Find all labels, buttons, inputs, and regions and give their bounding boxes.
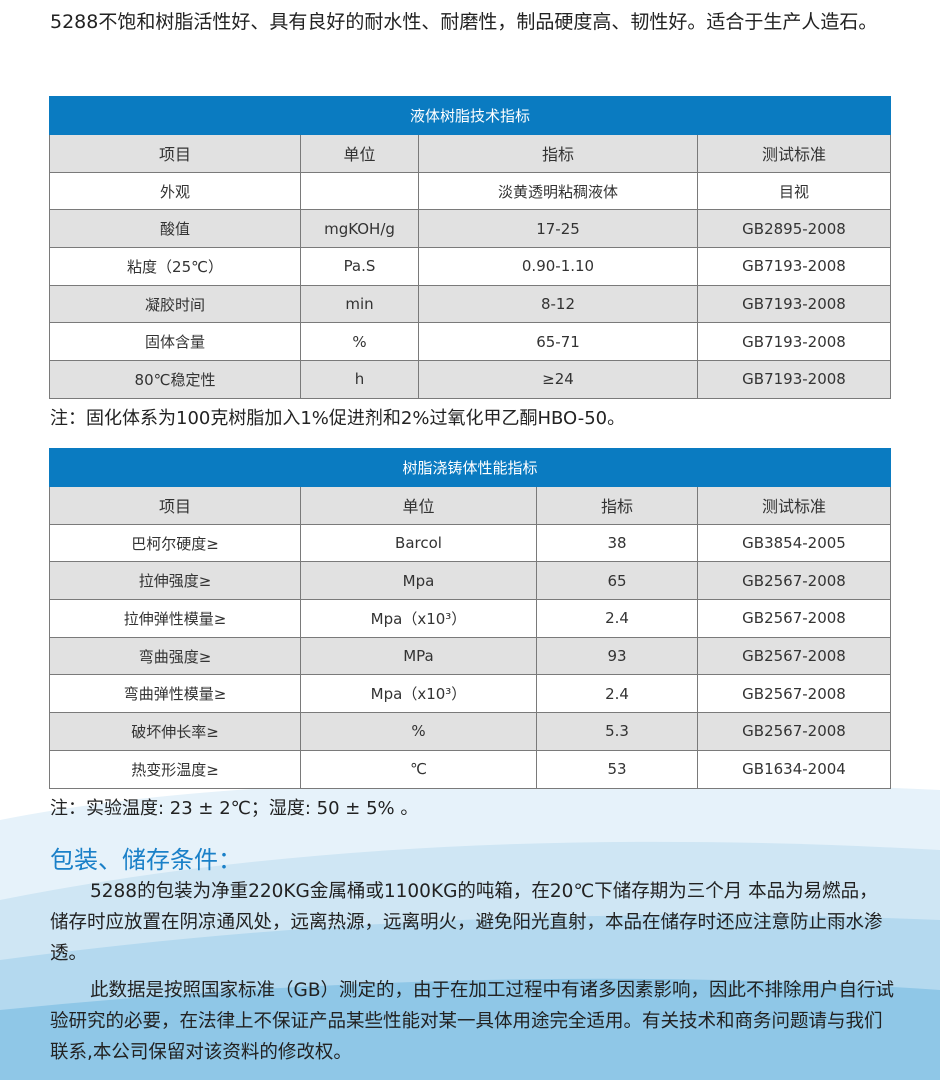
table-row: 破坏伸长率≥% 5.3 GB2567-2008 xyxy=(49,712,892,751)
table-cell: GB1634-2004 xyxy=(696,749,892,789)
table-cell: GB7193-2008 xyxy=(696,322,892,362)
column-header: 测试标准 xyxy=(696,486,892,525)
table-row: 外观 淡黄透明粘稠液体 目视 xyxy=(49,171,892,211)
note-test-conditions: 注：实验温度: 23 ± 2℃；湿度: 50 ± 5% 。 xyxy=(50,798,419,819)
table-cell: Pa.S xyxy=(300,247,419,286)
table-row: 弯曲弹性模量≥ Mpa（x10³） 2.4 GB2567-2008 xyxy=(49,674,892,714)
table-cell: ≥24 xyxy=(418,360,698,399)
table-row: 粘度（25℃） Pa.S 0.90-1.10 GB7193-2008 xyxy=(49,247,892,286)
table-cell: GB2567-2008 xyxy=(696,561,892,601)
table-cell: 热变形温度≥ xyxy=(49,749,301,789)
liquid-resin-spec-table: 液体树脂技术指标 项目 单位 指标 测试标准 外观 淡黄透明粘稠液体 目视 酸值 mgKOH/… xyxy=(48,96,892,399)
table-cell: h xyxy=(300,360,419,399)
table-cell: MPa xyxy=(300,636,537,676)
table-title: 树脂浇铸体性能指标 xyxy=(48,448,892,487)
cast-resin-property-table: 树脂浇铸体性能指标 项目 单位 指标 测试标准 巴柯尔硬度≥ Barcol 38 GB385… xyxy=(48,448,892,789)
table-cell: 2.4 xyxy=(536,599,698,638)
table-cell: 38 xyxy=(536,523,698,563)
table-row: 拉伸弹性模量≥ Mpa（x10³） 2.4 GB2567-2008 xyxy=(49,599,892,638)
note-curing: 注：固化体系为100克树脂加入1%促进剂和2%过氧化甲乙酮HBO-50。 xyxy=(50,408,626,429)
column-header: 单位 xyxy=(300,134,419,173)
intro-text: 5288不饱和树脂活性好、具有良好的耐水性、耐磨性，制品硬度高、韧性好。适合于生… xyxy=(50,11,878,33)
table-cell: GB7193-2008 xyxy=(696,284,892,324)
section-title: 包装、储存条件： xyxy=(50,846,242,874)
table-header-row: 项目 单位 指标 测试标准 xyxy=(49,134,892,173)
table-cell: 拉伸弹性模量≥ xyxy=(49,599,301,638)
table-cell: 巴柯尔硬度≥ xyxy=(49,523,301,563)
table-row: 拉伸强度≥ Mpa 65 GB2567-2008 xyxy=(49,561,892,601)
table-cell: Barcol xyxy=(300,523,537,563)
table-cell: 粘度（25℃） xyxy=(49,247,301,286)
table-cell: 弯曲强度≥ xyxy=(49,636,301,676)
column-header: 项目 xyxy=(49,134,301,173)
column-header: 单位 xyxy=(300,486,537,525)
table-row: 80℃稳定性 h ≥24 GB7193-2008 xyxy=(49,360,892,399)
table-cell: 2.4 xyxy=(536,674,698,714)
table-row: 固体含量% 65-71 GB7193-2008 xyxy=(49,322,892,362)
table-row: 凝胶时间 min 8-12 GB7193-2008 xyxy=(49,284,892,324)
table-cell: mgKOH/g xyxy=(300,209,419,249)
table-cell: GB7193-2008 xyxy=(696,247,892,286)
table-cell: Mpa（x10³） xyxy=(300,674,537,714)
table-cell: GB3854-2005 xyxy=(696,523,892,563)
table-cell: 0.90-1.10 xyxy=(418,247,698,286)
table-row: 酸值 mgKOH/g 17-25 GB2895-2008 xyxy=(49,209,892,249)
table-cell: GB2567-2008 xyxy=(696,636,892,676)
table-title: 液体树脂技术指标 xyxy=(48,96,892,135)
table-cell: Mpa（x10³） xyxy=(300,599,537,638)
table-cell: 93 xyxy=(536,636,698,676)
table-cell: 53 xyxy=(536,749,698,789)
table-cell: 凝胶时间 xyxy=(49,284,301,324)
table-cell: 目视 xyxy=(696,171,892,211)
table-cell: min xyxy=(300,284,419,324)
table-cell: GB2895-2008 xyxy=(696,209,892,249)
table-cell: GB2567-2008 xyxy=(696,712,892,751)
table-cell: 65 xyxy=(536,561,698,601)
table-cell: 酸值 xyxy=(49,209,301,249)
table-cell: 5.3 xyxy=(536,712,698,751)
table-row: 热变形温度≥ ℃ 53 GB1634-2004 xyxy=(49,749,892,789)
table-cell: 淡黄透明粘稠液体 xyxy=(418,171,698,211)
table-cell: 固体含量 xyxy=(49,322,301,362)
table-cell: GB7193-2008 xyxy=(696,360,892,399)
table-cell: 弯曲弹性模量≥ xyxy=(49,674,301,714)
table-cell: % xyxy=(300,322,419,362)
column-header: 测试标准 xyxy=(696,134,892,173)
table-cell: % xyxy=(300,712,537,751)
table-cell: GB2567-2008 xyxy=(696,674,892,714)
table-cell: 8-12 xyxy=(418,284,698,324)
disclaimer-paragraph: 此数据是按照国家标准（GB）测定的，由于在加工过程中有诸多因素影响，因此不排除用… xyxy=(50,980,895,1063)
column-header: 指标 xyxy=(418,134,698,173)
table-row: 巴柯尔硬度≥ Barcol 38 GB3854-2005 xyxy=(49,523,892,563)
table-cell: Mpa xyxy=(300,561,537,601)
table-cell: 外观 xyxy=(49,171,301,211)
table-cell: 17-25 xyxy=(418,209,698,249)
table-cell: GB2567-2008 xyxy=(696,599,892,638)
table-cell: 65-71 xyxy=(418,322,698,362)
table-cell: 破坏伸长率≥ xyxy=(49,712,301,751)
packaging-paragraph: 5288的包装为净重220KG金属桶或1100KG的吨箱，在20℃下储存期为三个… xyxy=(50,881,883,964)
column-header: 项目 xyxy=(49,486,301,525)
table-row: 弯曲强度≥ MPa 93 GB2567-2008 xyxy=(49,636,892,676)
column-header: 指标 xyxy=(536,486,698,525)
table-cell: 80℃稳定性 xyxy=(49,360,301,399)
table-cell: 拉伸强度≥ xyxy=(49,561,301,601)
table-header-row: 项目 单位 指标 测试标准 xyxy=(49,486,892,525)
table-cell: ℃ xyxy=(300,749,537,789)
table-cell xyxy=(300,171,419,211)
